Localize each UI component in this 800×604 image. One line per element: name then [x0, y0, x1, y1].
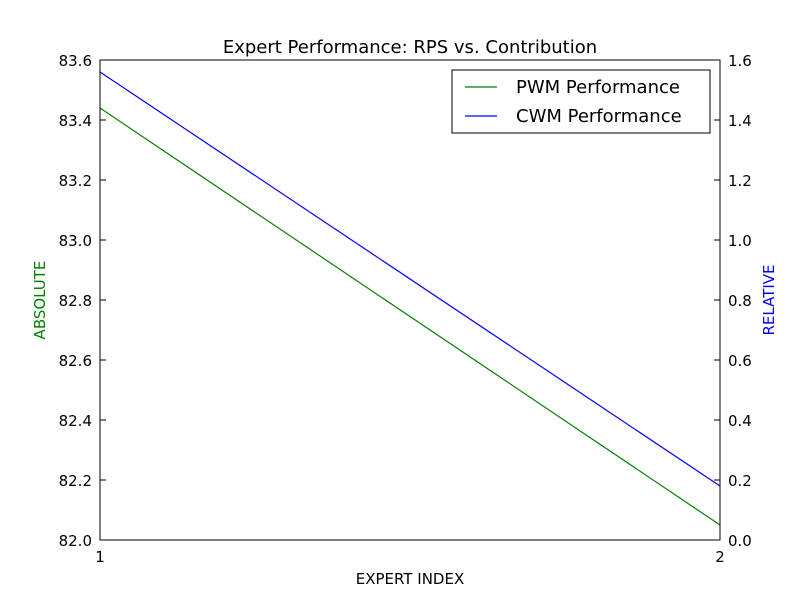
y-left-tick-label: 82.8 [59, 292, 92, 310]
y-left-tick-label: 83.4 [59, 112, 92, 130]
plot-area-frame [99, 59, 721, 541]
y-right-tick-label: 0.4 [728, 412, 752, 430]
y-left-tick-label: 82.6 [59, 352, 92, 370]
y-right-tick-label: 1.2 [728, 172, 752, 190]
legend: PWM Performance CWM Performance [451, 69, 711, 134]
series-line-cwm [99, 71, 721, 487]
legend-box [451, 69, 711, 134]
y-left-tick-label: 82.0 [59, 532, 92, 550]
y-axis-right-label: RELATIVE [760, 264, 778, 335]
y-right-tick-label: 0.8 [728, 292, 752, 310]
y-left-tick-label: 83.0 [59, 232, 92, 250]
y-left-tick-label: 82.2 [59, 472, 92, 490]
y-right-tick-label: 0.6 [728, 352, 752, 370]
series-lines [99, 71, 721, 526]
axis-ticks: 82.0 82.2 82.4 82.6 82.8 83.0 83.2 83.4 83.6 0.0 0… [59, 52, 752, 566]
y-right-tick-label: 1.0 [728, 232, 752, 250]
y-left-tick-label: 83.2 [59, 172, 92, 190]
y-right-tick-label: 0.0 [728, 532, 752, 550]
legend-label-pwm: PWM Performance [516, 77, 680, 98]
x-axis-label: EXPERT INDEX [356, 570, 465, 588]
chart-title: Expert Performance: RPS vs. Contribution [223, 37, 597, 58]
y-right-tick-label: 1.6 [728, 52, 752, 70]
x-tick-label: 2 [715, 548, 725, 566]
y-left-tick-label: 82.4 [59, 412, 92, 430]
y-axis-left-label: ABSOLUTE [31, 261, 49, 340]
y-right-tick-label: 0.2 [728, 472, 752, 490]
x-tick-label: 1 [95, 548, 105, 566]
legend-label-cwm: CWM Performance [516, 106, 682, 127]
y-left-tick-label: 83.6 [59, 52, 92, 70]
y-right-tick-label: 1.4 [728, 112, 752, 130]
series-line-pwm [99, 107, 721, 526]
